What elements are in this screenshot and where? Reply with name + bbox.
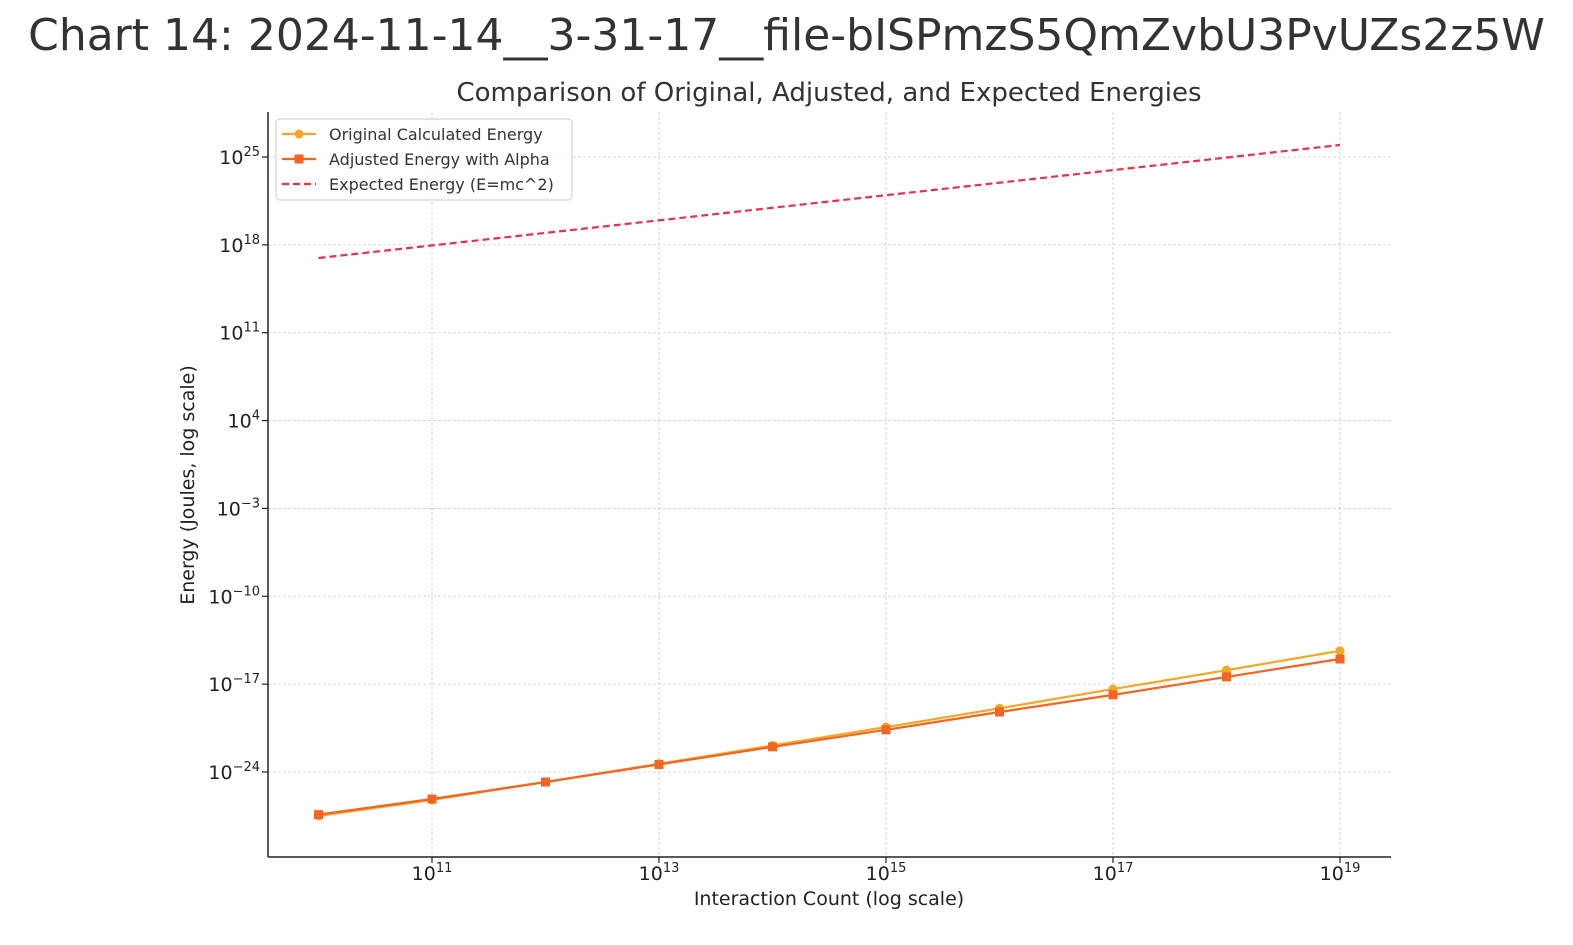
legend-marker [294, 129, 304, 139]
x-tick-label: 1011 [412, 861, 453, 885]
data-point [427, 794, 437, 804]
legend-marker [294, 154, 304, 164]
legend-label: Original Calculated Energy [329, 125, 543, 144]
data-point [995, 707, 1004, 717]
y-tick-label: 10−17 [208, 672, 260, 696]
page-title: Chart 14: 2024-11-14__3-31-17__file-bISP… [28, 10, 1545, 61]
data-point [1108, 690, 1118, 700]
legend-entry: Adjusted Energy with Alpha [282, 150, 550, 169]
data-point [768, 742, 777, 752]
y-axis-label: Energy (Joules, log scale) [177, 365, 199, 605]
x-tick-label: 1015 [866, 861, 907, 885]
y-tick-label: 1018 [219, 233, 260, 257]
x-tick-label: 1019 [1320, 861, 1361, 885]
legend-entry: Original Calculated Energy [282, 125, 543, 144]
data-point [1335, 654, 1345, 664]
series-2 [314, 654, 1345, 820]
axis-ticks: 1011 1013 1015 1017 1019 1025 1018 1011 104 10−3 1… [208, 145, 1360, 885]
y-tick-label: 10−24 [208, 760, 260, 784]
legend: Original Calculated Energy Adjusted Energ… [275, 118, 573, 201]
data-point [654, 759, 664, 769]
x-axis-label: Interaction Count (log scale) [694, 888, 964, 910]
axes [267, 112, 1391, 858]
x-tick-label: 1013 [639, 861, 680, 885]
series-line [318, 143, 1341, 260]
data-point [541, 777, 550, 787]
series-line [318, 657, 1341, 816]
legend-label: Expected Energy (E=mc^2) [329, 175, 554, 194]
y-tick-label: 10−10 [208, 584, 260, 608]
x-tick-label: 1017 [1093, 861, 1134, 885]
series-layer [314, 143, 1345, 821]
grid-lines [268, 112, 1391, 857]
legend-label: Adjusted Energy with Alpha [329, 150, 550, 169]
data-point [1335, 646, 1345, 656]
series-line [318, 649, 1341, 817]
data-point [314, 810, 323, 820]
data-point [1222, 672, 1231, 682]
legend-box [275, 118, 573, 201]
y-tick-label: 1025 [219, 145, 260, 169]
y-tick-label: 10−3 [217, 496, 260, 520]
y-tick-label: 1011 [219, 321, 260, 345]
legend-entry: Expected Energy (E=mc^2) [282, 175, 554, 194]
y-tick-label: 104 [228, 409, 260, 433]
series-3 [318, 143, 1341, 260]
data-point [881, 725, 891, 735]
chart-title: Comparison of Original, Adjusted, and Ex… [457, 78, 1202, 108]
